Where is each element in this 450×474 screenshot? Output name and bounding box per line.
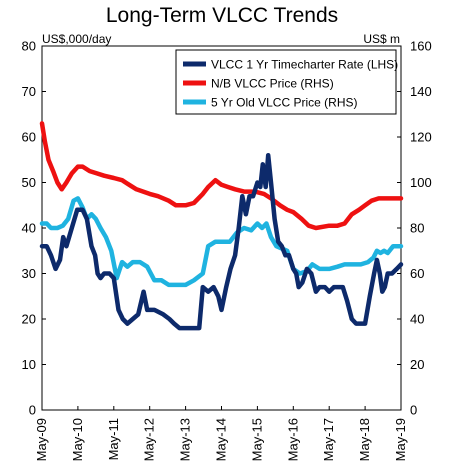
left-y-tick-label: 70 [22, 84, 36, 99]
left-y-axis: 0 10 20 30 40 50 60 70 80 [22, 39, 46, 418]
left-y-tick-label: 60 [22, 130, 36, 145]
right-y-tick-label: 160 [410, 39, 432, 54]
x-tick-label: May-17 [321, 418, 336, 461]
x-tick-label: May-15 [249, 418, 264, 461]
left-y-tick-label: 50 [22, 175, 36, 190]
left-y-tick-label: 40 [22, 221, 36, 236]
right-y-tick-label: 40 [410, 312, 424, 327]
right-y-tick-label: 0 [410, 403, 417, 418]
x-tick-label: May-12 [142, 418, 157, 461]
left-axis-unit: US$,000/day [42, 32, 111, 46]
series-line-3 [39, 196, 404, 288]
legend-label: VLCC 1 Yr Timecharter Rate (LHS) [211, 58, 398, 72]
right-y-axis: 0 20 40 60 80 100 120 140 160 [397, 39, 432, 418]
x-tick-label: May-11 [106, 418, 121, 460]
right-axis-unit: US$ m [363, 32, 400, 46]
legend-label: N/B VLCC Price (RHS) [211, 77, 334, 91]
legend: VLCC 1 Yr Timecharter Rate (LHS) N/B VLCC… [175, 49, 398, 115]
right-y-tick-label: 20 [410, 357, 424, 372]
x-tick-label: May-18 [357, 418, 372, 461]
right-y-tick-label: 120 [410, 130, 432, 145]
right-y-tick-label: 140 [410, 84, 432, 99]
x-tick-label: May-13 [178, 418, 193, 461]
right-y-tick-label: 80 [410, 221, 424, 236]
right-y-tick-label: 100 [410, 175, 432, 190]
series-line-1 [39, 152, 404, 331]
x-tick-label: May-16 [285, 418, 300, 461]
left-y-tick-label: 80 [22, 39, 36, 54]
legend-box [175, 49, 397, 115]
x-tick-label: May-19 [393, 418, 408, 461]
left-y-tick-label: 20 [22, 312, 36, 327]
chart-title: Long-Term VLCC Trends [106, 4, 338, 27]
series-line-2 [39, 121, 404, 231]
series-lines [39, 121, 404, 331]
legend-label: 5 Yr Old VLCC Price (RHS) [211, 96, 357, 110]
x-axis: May-09 May-10 May-11 May-12 May-13 May-14 May-… [34, 406, 408, 461]
right-y-tick-label: 60 [410, 266, 424, 281]
x-tick-label: May-14 [214, 418, 229, 461]
x-tick-label: May-09 [34, 418, 49, 461]
x-tick-label: May-10 [70, 418, 85, 461]
left-y-tick-label: 0 [29, 403, 36, 418]
left-y-tick-label: 10 [22, 357, 36, 372]
left-y-tick-label: 30 [22, 266, 36, 281]
